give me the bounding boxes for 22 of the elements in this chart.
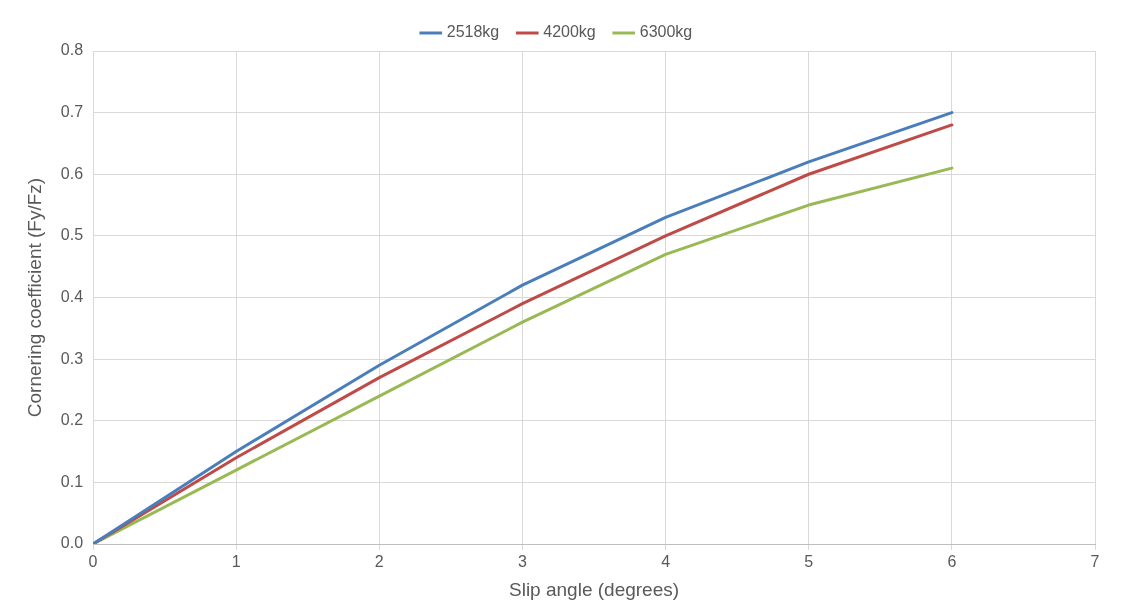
y-tick-label: 0.6 xyxy=(60,164,84,182)
y-tick-label: 0.2 xyxy=(60,411,84,429)
y-tick-label: 0.4 xyxy=(60,287,84,305)
legend-label: 4200kg xyxy=(543,23,596,41)
x-tick-label: 4 xyxy=(661,553,671,571)
x-tick-label: 5 xyxy=(804,553,814,571)
x-tick-label: 6 xyxy=(947,553,957,571)
x-tick-label: 1 xyxy=(231,553,241,571)
y-tick-label: 0.5 xyxy=(60,226,84,244)
y-tick-label: 0.7 xyxy=(60,103,84,121)
x-axis-title: Slip angle (degrees) xyxy=(509,578,680,600)
x-tick-label: 0 xyxy=(88,553,98,571)
x-tick-label: 7 xyxy=(1090,553,1100,571)
y-tick-label: 0.3 xyxy=(60,349,84,367)
legend-label: 2518kg xyxy=(446,23,500,41)
x-tick-label: 2 xyxy=(374,553,384,571)
y-tick-label: 0.0 xyxy=(60,534,84,552)
y-axis-title: Cornering coefficient (Fy/Fz) xyxy=(23,177,45,418)
legend-label: 6300kg xyxy=(639,23,693,41)
y-tick-label: 0.1 xyxy=(60,472,84,490)
x-tick-label: 3 xyxy=(518,553,527,571)
y-tick-label: 0.8 xyxy=(60,41,84,59)
